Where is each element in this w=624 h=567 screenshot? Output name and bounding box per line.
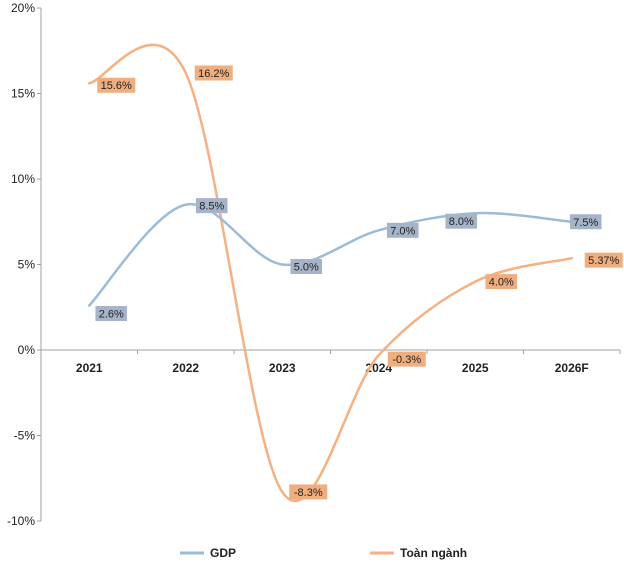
legend-item: GDP — [180, 546, 236, 560]
data-label-bg — [584, 252, 623, 268]
legend-label: GDP — [210, 546, 236, 560]
legend-item: Toàn ngành — [370, 546, 467, 560]
y-tick-label: 20% — [11, 1, 35, 15]
legend: GDP Toàn ngành — [180, 546, 467, 560]
x-axis: 2021 2022 2023 2024 2025 2026F — [40, 349, 621, 375]
data-label-text: 8.0% — [449, 216, 474, 228]
data-label: 5.37% — [584, 252, 623, 268]
data-label-bg — [445, 213, 478, 229]
data-label: 16.2% — [194, 65, 233, 81]
data-label: 4.0% — [485, 274, 518, 290]
data-label: 7.5% — [569, 214, 602, 230]
data-label-text: 4.0% — [489, 277, 514, 289]
data-label-text: 8.5% — [199, 201, 224, 213]
data-label-text: 2.6% — [99, 309, 124, 321]
y-tick-label: 0% — [18, 343, 36, 357]
data-label-bg — [95, 306, 128, 322]
data-label-text: 15.6% — [101, 80, 132, 92]
data-label: -8.3% — [289, 484, 328, 500]
y-tick-label: 15% — [11, 87, 35, 101]
data-label-bg — [194, 65, 233, 81]
data-label-bg — [569, 214, 602, 230]
data-label-bg — [387, 351, 426, 367]
data-label-bg — [97, 77, 136, 93]
data-label-text: 5.0% — [294, 262, 319, 274]
data-label: -0.3% — [387, 351, 426, 367]
data-label: 5.0% — [290, 259, 323, 274]
data-label-bg — [195, 198, 228, 214]
data-label: 8.5% — [195, 198, 228, 214]
y-axis: -10% -5% 0% 5% 10% 15% 20% — [7, 1, 42, 528]
data-label-text: 5.37% — [588, 255, 619, 267]
data-label-text: 16.2% — [198, 68, 229, 80]
data-label-text: 7.5% — [573, 217, 598, 229]
x-tick-label: 2026F — [555, 361, 589, 375]
y-tick-label: 5% — [18, 258, 36, 272]
legend-label: Toàn ngành — [400, 546, 467, 560]
y-tick-label: 10% — [11, 172, 35, 186]
series-lines — [88, 43, 573, 503]
data-label: 15.6% — [97, 77, 136, 93]
x-tick-label: 2025 — [462, 361, 489, 375]
x-tick-label: 2023 — [269, 361, 296, 375]
data-label: 2.6% — [95, 306, 128, 322]
x-tick-label: 2022 — [172, 361, 199, 375]
data-label-bg — [485, 274, 518, 290]
y-tick-label: -10% — [7, 514, 35, 528]
data-label-bg — [289, 484, 328, 500]
data-label-bg — [386, 222, 419, 238]
data-label-bg — [290, 259, 323, 274]
series-line-1 — [88, 43, 573, 503]
data-label-text: -8.3% — [294, 487, 323, 499]
data-label-text: 7.0% — [390, 225, 415, 237]
x-tick-label: 2021 — [76, 361, 103, 375]
data-labels: 2.6% 8.5% 5.0% 7.0% 8.0% 7.5% 15.6% 16.2% -8.3% -… — [95, 65, 623, 500]
data-label: 8.0% — [445, 213, 478, 229]
data-label-text: -0.3% — [392, 354, 421, 366]
y-tick-label: -5% — [14, 429, 36, 443]
series-line-0 — [88, 203, 573, 307]
data-label: 7.0% — [386, 222, 419, 238]
